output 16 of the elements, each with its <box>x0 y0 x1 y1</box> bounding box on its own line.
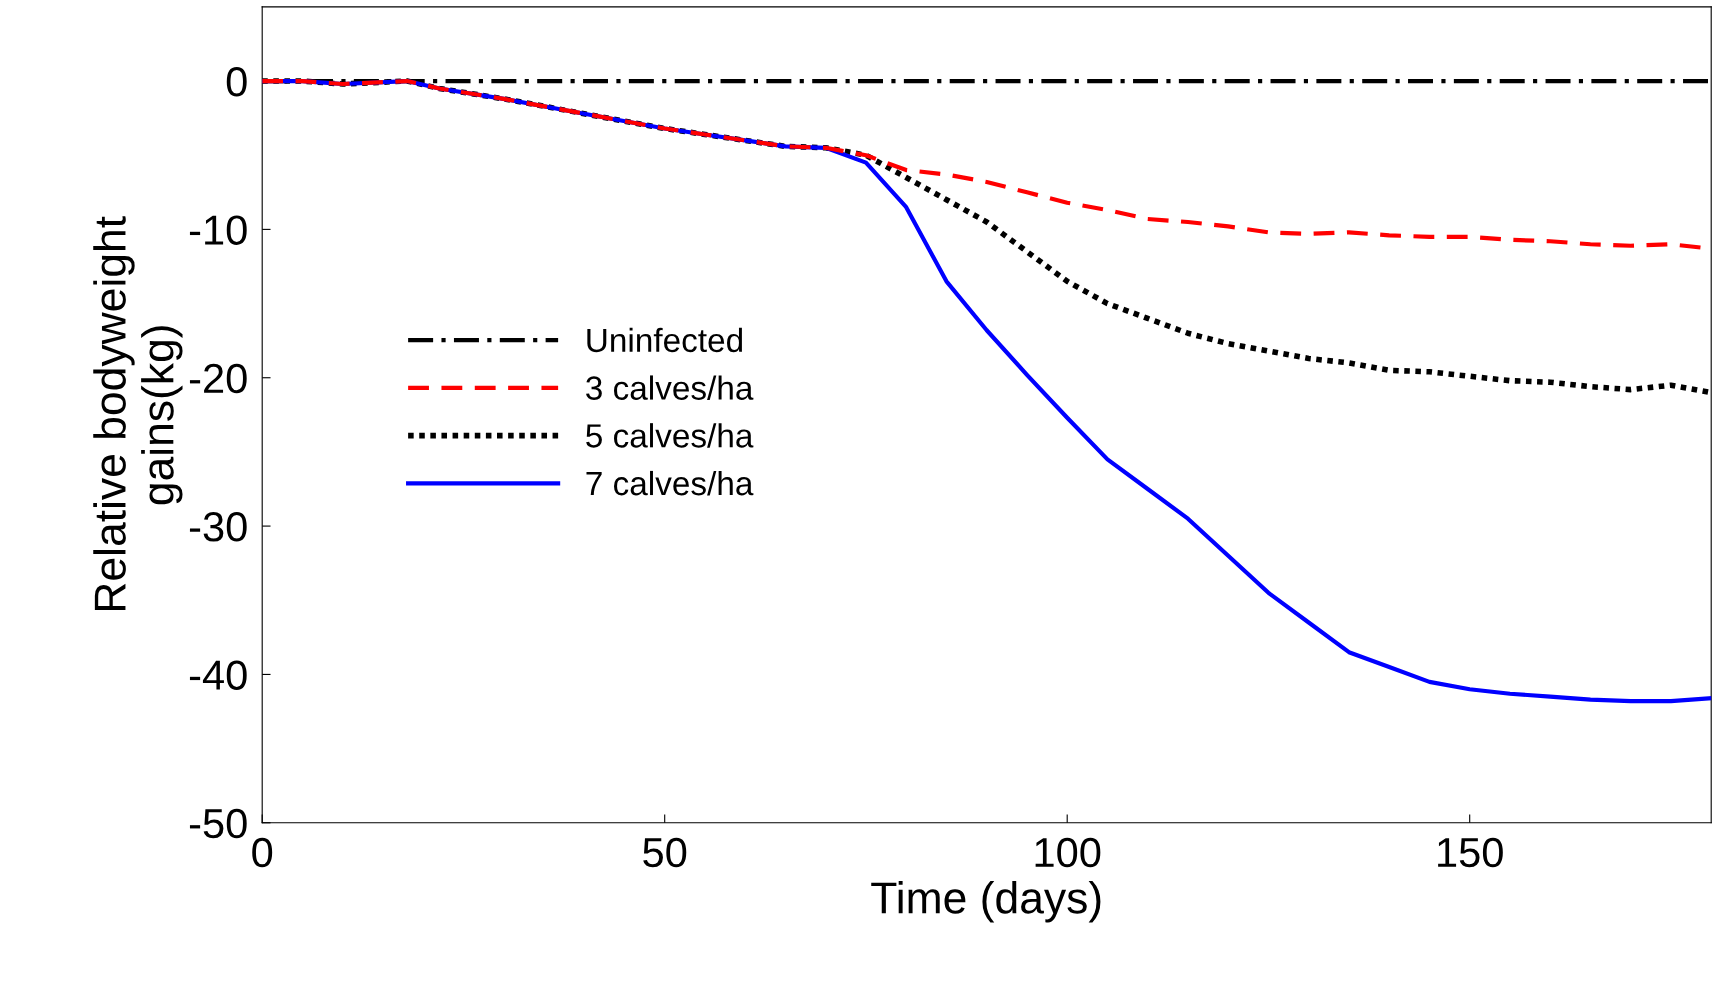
legend-label: Uninfected <box>587 327 742 353</box>
y-tick-label: -30 <box>189 512 247 542</box>
y-tick-label: -40 <box>189 660 247 690</box>
x-tick-label: 100 <box>1035 837 1101 868</box>
y-tick-label: -50 <box>189 808 247 839</box>
y-axis-title: Relative bodyweight gains(kg) <box>93 216 183 611</box>
x-tick-label: 50 <box>643 837 687 868</box>
x-tick-label: 0 <box>252 837 273 868</box>
y-tick-label: -10 <box>189 215 247 245</box>
y-tick-label: -20 <box>189 363 247 394</box>
x-tick-label: 150 <box>1438 837 1503 868</box>
y-tick-label: 0 <box>226 67 247 97</box>
legend-label: 5 calves/ha <box>586 423 754 448</box>
legend-label: 3 calves/ha <box>586 375 754 400</box>
legend-label: 7 calves/ha <box>586 470 754 496</box>
x-axis-title: Time (days) <box>871 881 1101 923</box>
